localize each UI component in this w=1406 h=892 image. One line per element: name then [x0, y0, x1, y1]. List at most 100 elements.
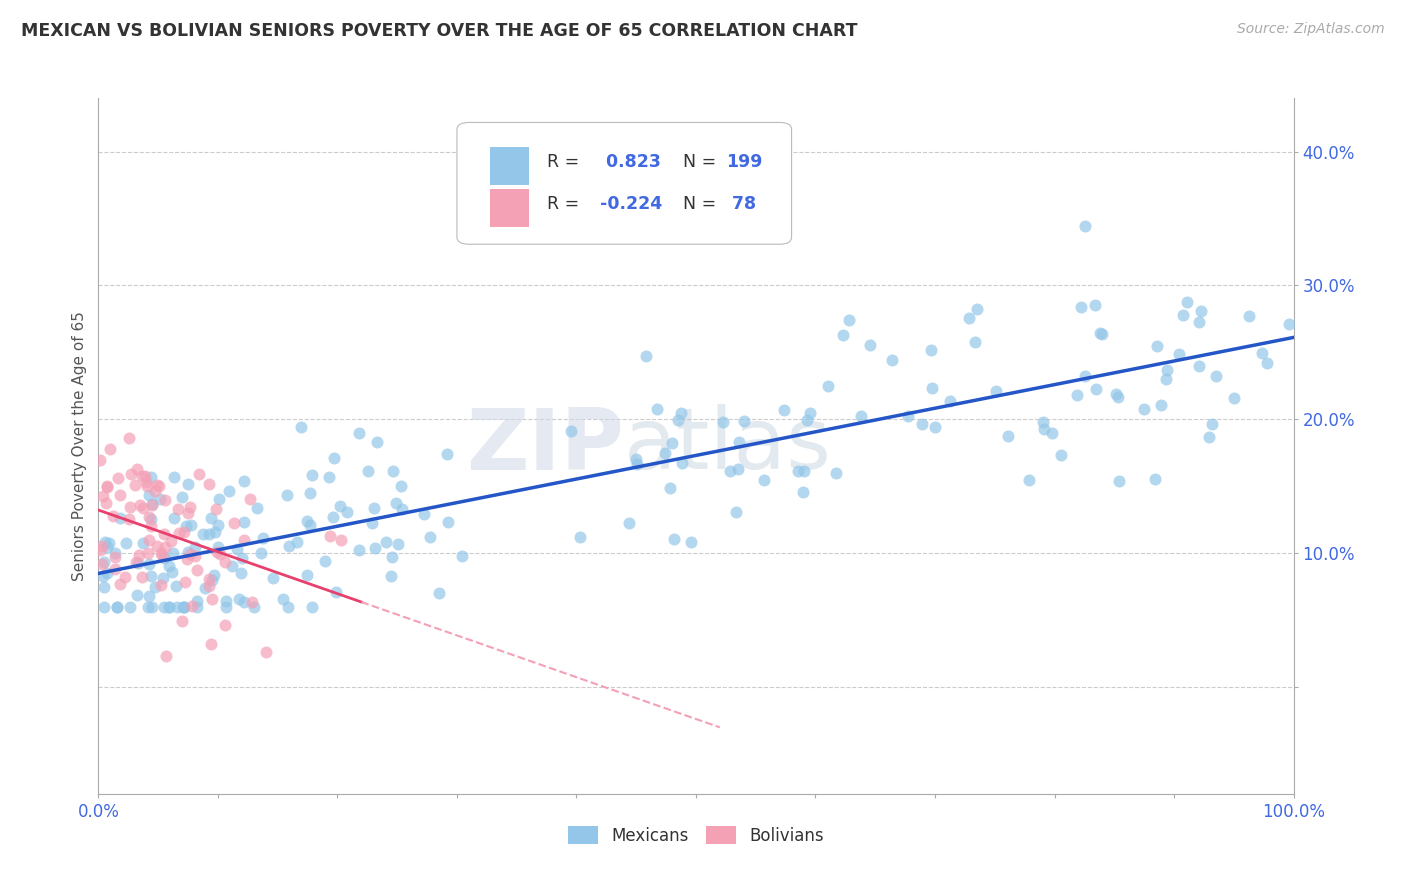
- Point: [155, 649, 177, 664]
- Point: [141, 512, 163, 526]
- Point: [125, 588, 148, 602]
- Point: [138, 488, 160, 502]
- Text: N =: N =: [672, 194, 721, 213]
- Y-axis label: Seniors Poverty Over the Age of 65: Seniors Poverty Over the Age of 65: [72, 311, 87, 581]
- Point: [669, 406, 692, 420]
- Point: [322, 510, 344, 524]
- Point: [1074, 219, 1097, 233]
- Point: [221, 559, 243, 574]
- Point: [89, 543, 111, 558]
- Point: [167, 525, 190, 540]
- Point: [202, 567, 225, 582]
- Point: [186, 593, 208, 607]
- Bar: [491, 188, 529, 227]
- Point: [138, 557, 160, 571]
- Point: [98, 442, 121, 457]
- Point: [1040, 426, 1063, 441]
- Point: [207, 518, 229, 533]
- Point: [139, 519, 162, 533]
- Point: [125, 461, 148, 475]
- Point: [138, 589, 160, 603]
- Point: [617, 516, 640, 530]
- Point: [94, 496, 117, 510]
- Point: [96, 540, 118, 554]
- Point: [153, 599, 176, 614]
- Point: [626, 457, 648, 471]
- Point: [127, 556, 149, 570]
- Point: [165, 579, 187, 593]
- Point: [733, 414, 755, 428]
- Point: [849, 409, 872, 423]
- Point: [148, 478, 170, 492]
- Point: [193, 526, 215, 541]
- Point: [120, 467, 142, 481]
- Point: [773, 403, 796, 417]
- Point: [271, 591, 294, 606]
- Point: [215, 599, 238, 614]
- Point: [301, 468, 323, 483]
- Point: [173, 599, 195, 614]
- Point: [180, 517, 202, 532]
- Point: [384, 496, 406, 510]
- Point: [560, 424, 582, 438]
- Point: [167, 502, 190, 516]
- Point: [939, 393, 962, 408]
- Point: [277, 540, 299, 554]
- Point: [138, 533, 160, 548]
- Point: [290, 420, 312, 434]
- Point: [174, 519, 197, 533]
- Point: [155, 492, 177, 507]
- Point: [752, 473, 775, 487]
- Point: [681, 535, 703, 549]
- Point: [1070, 300, 1092, 314]
- Point: [233, 474, 256, 488]
- Point: [329, 499, 352, 513]
- Point: [207, 540, 229, 554]
- Point: [96, 566, 118, 581]
- Point: [391, 501, 413, 516]
- Point: [187, 467, 209, 482]
- Point: [626, 451, 648, 466]
- Point: [143, 484, 166, 499]
- Point: [322, 451, 344, 466]
- Point: [437, 515, 460, 529]
- Point: [436, 446, 458, 460]
- Point: [141, 497, 163, 511]
- Text: R =: R =: [547, 194, 585, 213]
- FancyBboxPatch shape: [457, 122, 792, 244]
- Point: [325, 584, 347, 599]
- Point: [89, 453, 111, 467]
- Point: [336, 505, 359, 519]
- Point: [149, 491, 172, 506]
- Point: [1201, 417, 1223, 431]
- Point: [90, 539, 112, 553]
- Point: [239, 491, 262, 506]
- Point: [179, 500, 201, 514]
- Point: [208, 491, 231, 506]
- Point: [215, 593, 238, 607]
- Point: [963, 335, 986, 350]
- Point: [711, 415, 734, 429]
- Text: N =: N =: [672, 153, 721, 171]
- Point: [104, 562, 127, 576]
- Point: [177, 506, 200, 520]
- Point: [1146, 339, 1168, 353]
- Point: [276, 487, 298, 501]
- Text: 0.823: 0.823: [600, 153, 661, 171]
- Point: [319, 529, 342, 543]
- Point: [897, 409, 920, 424]
- Point: [105, 599, 128, 614]
- Point: [135, 479, 157, 493]
- Point: [361, 516, 384, 531]
- Point: [233, 533, 256, 547]
- Point: [1084, 382, 1107, 396]
- Point: [198, 476, 221, 491]
- Point: [173, 574, 195, 589]
- Point: [173, 599, 195, 614]
- Point: [363, 501, 385, 516]
- Point: [1205, 368, 1227, 383]
- Point: [118, 431, 141, 445]
- Point: [90, 557, 112, 571]
- Point: [97, 536, 120, 550]
- Point: [315, 553, 337, 567]
